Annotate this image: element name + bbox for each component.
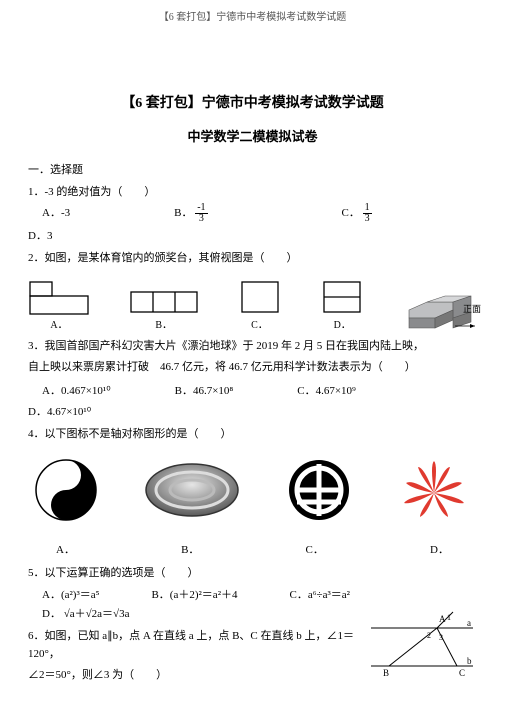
- q3-line2: 自上映以来票房累计打破 46.7 亿元，将 46.7 亿元用科学计数法表示为（ …: [28, 359, 477, 377]
- q4-label-c: C．: [306, 542, 324, 560]
- q4-label-b: B．: [181, 542, 199, 560]
- taiji-icon: [32, 456, 100, 524]
- q1-c-prefix: C．: [342, 207, 360, 219]
- q2-front-label: 正面: [463, 302, 481, 316]
- q5-opt-a: A．(a²)³＝a⁵: [42, 587, 99, 605]
- q4-labels: A． B． C． D．: [56, 542, 449, 560]
- q4-logos: [32, 456, 473, 524]
- q1-c-den: 3: [363, 214, 372, 224]
- q4-label-d: D．: [430, 542, 449, 560]
- q1-b-frac: -1 3: [195, 203, 207, 224]
- q6-row: 6．如图，已知 a∥b，点 A 在直线 a 上，点 B、C 在直线 b 上，∠1…: [28, 624, 477, 685]
- petal-logo-icon: [395, 457, 473, 523]
- q2-fig-c: C．: [238, 276, 282, 334]
- circle-emblem-icon: [285, 456, 353, 524]
- q5-d-expr: √a＋√2a＝√3a: [64, 608, 130, 620]
- q2-label-c: C．: [238, 318, 282, 334]
- q1-stem: 1．-3 的绝对值为（ ）: [28, 184, 477, 202]
- section-heading: 一．选择题: [28, 162, 477, 180]
- q2-label-b: B．: [129, 318, 199, 334]
- q5-stem: 5．以下运算正确的选项是（ ）: [28, 565, 477, 583]
- q6-ang1: 1: [447, 613, 451, 622]
- q1-opt-a: A．-3: [42, 205, 70, 223]
- main-title: 【6 套打包】宁德市中考模拟考试数学试题: [28, 93, 477, 115]
- q6-line1: 6．如图，已知 a∥b，点 A 在直线 a 上，点 B、C 在直线 b 上，∠1…: [28, 628, 367, 663]
- q6-ang2: 2: [427, 631, 431, 640]
- q2-figures: A． B． C． D．: [28, 276, 477, 334]
- q6-label-a-line: a: [467, 618, 471, 628]
- q2-fig-b: B．: [129, 276, 199, 334]
- q6-label-b-line: b: [467, 656, 472, 666]
- q3-opt-d: D．4.67×10¹⁰: [28, 404, 477, 422]
- q5-options-row1: A．(a²)³＝a⁵ B．(a＋2)²＝a²＋4 C．a⁶÷a³＝a²: [28, 587, 477, 605]
- q2-podium: 正面: [403, 290, 477, 334]
- q5-opt-c: C．a⁶÷a³＝a²: [290, 587, 350, 605]
- q3-opt-c: C．4.67×10⁹: [297, 383, 356, 401]
- page-header: 【6 套打包】宁德市中考模拟考试数学试题: [0, 0, 505, 23]
- q1-options: A．-3 B． -1 3 C． 1 3: [28, 203, 477, 224]
- content: 【6 套打包】宁德市中考模拟考试数学试题 中学数学二模模拟试卷 一．选择题 1．…: [0, 93, 505, 685]
- q4-label-a: A．: [56, 542, 75, 560]
- q3-opt-a: A．0.467×10¹⁰: [42, 383, 111, 401]
- q5-opt-d: D． √a＋√2a＝√3a: [42, 606, 129, 624]
- q2-fig-a-svg: [28, 276, 90, 316]
- q6-line2: ∠2＝50°，则∠3 为（ ）: [28, 667, 367, 685]
- q1-opt-b: B． -1 3: [174, 203, 207, 224]
- q1-opt-d: D．3: [28, 228, 477, 246]
- q6-label-A: A: [439, 614, 446, 624]
- q2-fig-a: A．: [28, 276, 90, 334]
- q2-fig-b-svg: [129, 276, 199, 316]
- q3-options-row1: A．0.467×10¹⁰ B．46.7×10⁸ C．4.67×10⁹: [28, 383, 477, 401]
- q1-b-den: 3: [197, 214, 206, 224]
- q3-opt-b: B．46.7×10⁸: [175, 383, 234, 401]
- q6-label-C: C: [459, 668, 465, 678]
- q1-opt-c: C． 1 3: [342, 203, 372, 224]
- q3-line1: 3．我国首部国产科幻灾害大片《漂泊地球》于 2019 年 2 月 5 日在我国内…: [28, 338, 477, 356]
- q2-fig-d-svg: [320, 276, 364, 316]
- sub-title: 中学数学二模模拟试卷: [28, 127, 477, 148]
- q6-label-B: B: [383, 668, 389, 678]
- q6-text: 6．如图，已知 a∥b，点 A 在直线 a 上，点 B、C 在直线 b 上，∠1…: [28, 624, 367, 685]
- q5-opt-b: B．(a＋2)²＝a²＋4: [151, 587, 237, 605]
- oval-logo-icon: [142, 461, 242, 519]
- q6-figure: a b A B C 1 2 3: [367, 608, 477, 678]
- q2-label-a: A．: [28, 318, 90, 334]
- q1-b-prefix: B．: [174, 207, 192, 219]
- q2-stem: 2．如图，是某体育馆内的颁奖台，其俯视图是（ ）: [28, 250, 477, 268]
- q2-fig-d: D．: [320, 276, 364, 334]
- q6-ang3: 3: [439, 633, 443, 642]
- q1-c-frac: 1 3: [363, 203, 372, 224]
- q4-stem: 4．以下图标不是轴对称图形的是（ ）: [28, 426, 477, 444]
- q5-d-prefix: D．: [42, 608, 61, 620]
- q2-label-d: D．: [320, 318, 364, 334]
- q2-fig-c-svg: [238, 276, 282, 316]
